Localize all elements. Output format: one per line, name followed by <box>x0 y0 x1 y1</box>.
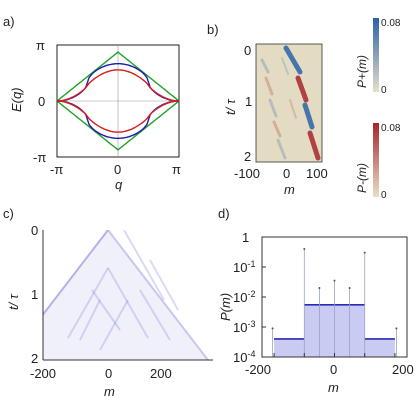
spike-dot-5 <box>363 251 366 254</box>
panel-b-xtick-0: 0 <box>283 166 290 181</box>
spike-dot-2 <box>318 286 321 289</box>
panel-b-ytick-2: 2 <box>244 149 251 164</box>
cone-ray-0 <box>67 267 109 339</box>
panel-b-xtick-100: 100 <box>306 166 328 181</box>
streak-4 <box>260 58 270 74</box>
panel-a-ytick-0: 0 <box>38 94 45 109</box>
band-0-upper <box>57 51 179 102</box>
panel-a-xtick-minus-pi: -π <box>50 162 63 177</box>
panel-a-ylabel: E(q) <box>9 87 24 112</box>
panel-c-ytick-2: 2 <box>31 351 38 366</box>
panel-d-ytick-1e-4: 10-4 <box>233 349 255 365</box>
panel-a-xtick-pi: π <box>172 162 181 177</box>
panel-a-ytick-pi: π <box>36 38 45 53</box>
panel-d-xtick-200: 200 <box>392 362 414 377</box>
spike-dot-3 <box>333 279 336 282</box>
panel-a-label: a) <box>3 14 15 29</box>
streak-7 <box>272 120 282 138</box>
panel-d: 1 10-1 10-2 10-3 10-4 -200 0 200 m P(m) <box>218 230 414 395</box>
panel-b-xtick-minus-100: -100 <box>234 166 260 181</box>
colorbar-plus <box>373 18 379 92</box>
panel-c-xtick-200: 200 <box>150 366 172 381</box>
cone-ray-1 <box>107 267 149 339</box>
panel-c-xlabel: m <box>104 384 115 399</box>
streak-2 <box>302 102 315 130</box>
band-0-lower <box>57 100 179 151</box>
panel-d-xtick-0: 0 <box>330 362 337 377</box>
panel-c-label: c) <box>3 206 14 221</box>
panel-b-ytick-0: 0 <box>244 43 251 58</box>
panel-a: π 0 -π -π 0 π q E(q) <box>9 38 181 192</box>
colorbar-plus-max: 0.08 <box>381 18 401 29</box>
panel-d-ytick-1: 1 <box>242 230 249 245</box>
colorbar-minus-min: 0 <box>381 190 387 201</box>
streak-10 <box>289 99 297 119</box>
panel-b-frame <box>255 43 323 163</box>
panel-b: 0 1 2 -100 0 100 m t/ τ 0.08 0 P+(m) 0.0… <box>223 18 401 201</box>
band-2-upper <box>57 69 179 102</box>
panel-c-heatmap <box>43 230 209 360</box>
cone-right-edge <box>107 230 209 360</box>
panel-d-ytick-1e-3: 10-3 <box>233 319 255 335</box>
colorbar-minus <box>373 123 379 197</box>
panel-b-ytick-1: 1 <box>245 94 252 109</box>
panel-d-ytick-1e-2: 10-2 <box>233 289 255 305</box>
panel-b-heatmap <box>260 45 321 161</box>
level-2 <box>364 338 395 357</box>
cone-left-edge <box>43 230 109 317</box>
panel-d-ticks <box>262 236 396 358</box>
streak-0 <box>283 45 303 75</box>
panel-c-xtick-0: 0 <box>105 366 112 381</box>
cone-ray-7 <box>149 259 179 311</box>
colorbar-minus-max: 0.08 <box>381 123 401 134</box>
spike-dot-0 <box>271 327 274 330</box>
cone-ray-4 <box>99 299 129 351</box>
level-0 <box>274 338 305 357</box>
cone-ray-6 <box>79 299 101 341</box>
panel-c: 0 1 2 -200 0 200 m t/ τ <box>6 223 213 399</box>
spike-dot-1 <box>303 247 306 250</box>
panel-c-ylabel: t/ τ <box>6 293 21 310</box>
panel-a-curves <box>57 51 179 151</box>
streak-1 <box>295 75 309 103</box>
colorbar-plus-min: 0 <box>381 85 387 96</box>
panel-d-label: d) <box>218 206 230 221</box>
panel-b-label: b) <box>207 22 219 37</box>
streak-9 <box>281 57 289 75</box>
panel-c-ytick-1: 1 <box>31 287 38 302</box>
colorbar-minus-label: P-(m) <box>355 163 369 193</box>
panel-d-bars <box>271 247 398 357</box>
panel-b-xlabel: m <box>284 182 295 197</box>
spike-dot-6 <box>395 327 398 330</box>
cone-ray-5 <box>139 289 171 341</box>
band-2-lower <box>57 100 179 133</box>
panel-d-ytick-1e-1: 10-1 <box>233 259 255 275</box>
panel-d-xlabel: m <box>328 380 339 395</box>
spike-dot-4 <box>348 286 351 289</box>
streak-6 <box>268 98 278 118</box>
streak-3 <box>307 130 321 161</box>
streak-5 <box>264 76 274 96</box>
colorbar-plus-label: P+(m) <box>355 55 369 88</box>
panel-a-xlabel: q <box>115 177 123 192</box>
cone-ray-2 <box>123 230 165 301</box>
panel-c-xtick-minus-200: -200 <box>30 366 56 381</box>
panel-d-xtick-minus-200: -200 <box>245 362 271 377</box>
panel-b-ylabel: t/ τ <box>223 98 238 115</box>
cone-ray-3 <box>91 289 121 331</box>
panel-c-ytick-0: 0 <box>31 223 38 238</box>
panel-a-ytick-minus-pi: -π <box>33 150 46 165</box>
streak-8 <box>276 138 287 160</box>
panel-a-xtick-0: 0 <box>114 162 121 177</box>
panel-d-ylabel: P(m) <box>218 293 233 321</box>
